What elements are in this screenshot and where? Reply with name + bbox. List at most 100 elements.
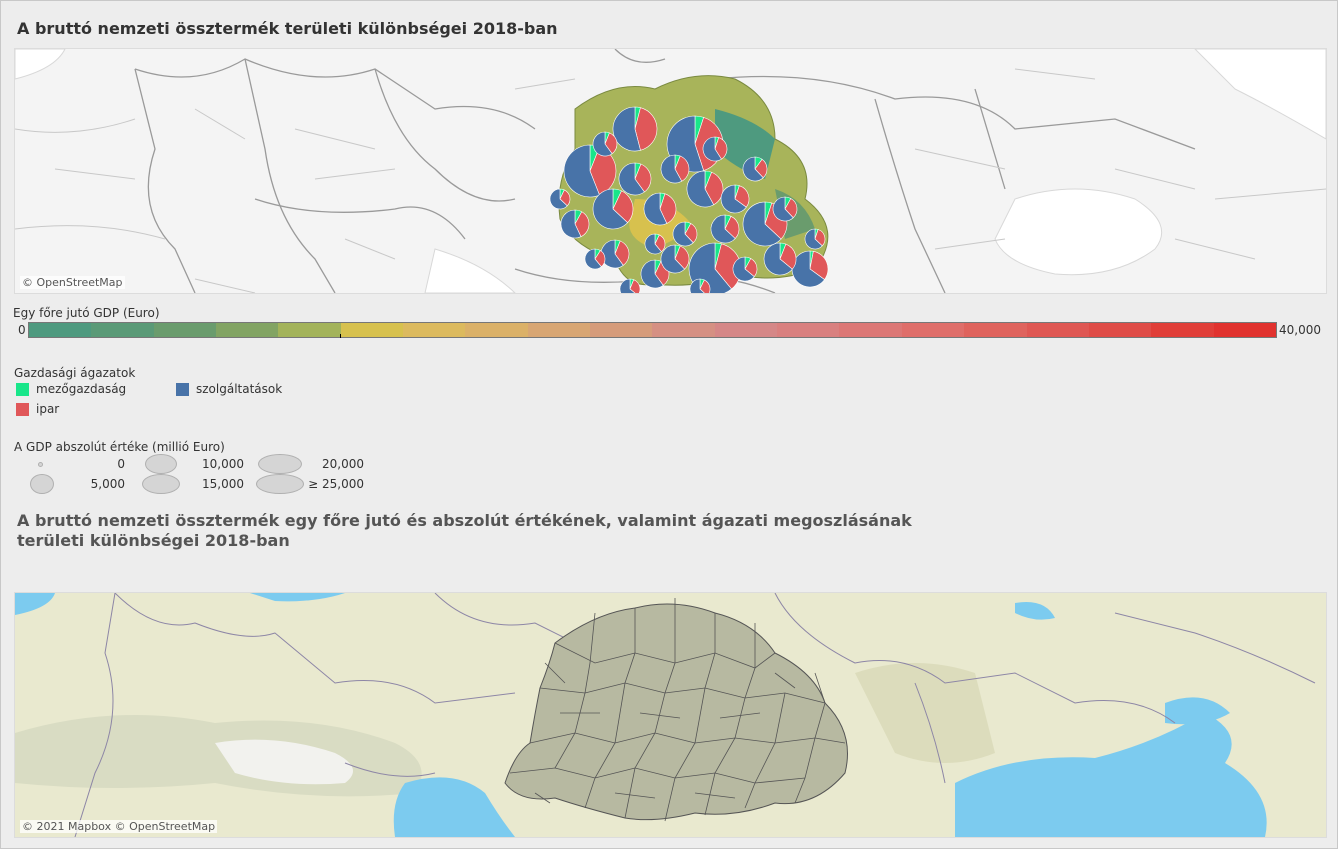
gdp-scale-step: [1213, 323, 1276, 337]
gdp-scale-step: [714, 323, 778, 337]
terrain-alps: [15, 715, 422, 797]
map1-attribution[interactable]: © OpenStreetMap: [20, 276, 125, 289]
size-label-20000: 20,000: [322, 457, 364, 471]
sector-item-agriculture[interactable]: mezőgazdaság: [16, 382, 126, 396]
size-label-0: 0: [117, 457, 125, 471]
sector-label: szolgáltatások: [196, 382, 283, 396]
terrain-alps: [215, 739, 353, 785]
size-circle-20000: [258, 454, 302, 474]
size-circle-25000: [256, 474, 304, 494]
gdp-scale-step: [1026, 323, 1089, 337]
region-pie[interactable]: [619, 278, 641, 293]
region-pie[interactable]: [592, 188, 634, 230]
gdp-legend-min: 0: [18, 323, 26, 337]
region-pie[interactable]: [672, 221, 698, 247]
gdp-legend-title: Egy főre jutó GDP (Euro): [13, 306, 160, 320]
region-pie[interactable]: [772, 196, 798, 222]
region-pie[interactable]: [732, 256, 758, 282]
gdp-scale-step: [1151, 323, 1214, 337]
sea-adriatic: [393, 777, 515, 837]
region-pie[interactable]: [644, 233, 666, 255]
region-pie[interactable]: [686, 170, 724, 208]
gdp-scale-step: [964, 323, 1027, 337]
sector-item-services[interactable]: szolgáltatások: [176, 382, 282, 396]
county-borders: [509, 598, 846, 822]
base-map-canvas: [15, 593, 1316, 837]
gdp-scale-step: [839, 323, 902, 337]
region-pie[interactable]: [763, 242, 797, 276]
region-pie[interactable]: [791, 250, 829, 288]
size-circle-10000: [145, 454, 177, 474]
sector-item-industry[interactable]: ipar: [16, 402, 59, 416]
size-legend-title: A GDP abszolút értéke (millió Euro): [14, 440, 225, 454]
sector-legend-title: Gazdasági ágazatok: [14, 366, 136, 380]
region-pie[interactable]: [612, 106, 658, 152]
region-borders: [15, 68, 1326, 293]
top-map-title: A bruttó nemzeti össztermék területi kül…: [17, 19, 558, 38]
gdp-scale-step: [91, 323, 154, 337]
sector-label: ipar: [36, 402, 60, 416]
gdp-scale-step: [278, 323, 341, 337]
region-pie[interactable]: [560, 209, 590, 239]
gdp-legend-max: 40,000: [1279, 323, 1321, 337]
gdp-color-scale[interactable]: [28, 322, 1277, 338]
region-pie[interactable]: [702, 136, 728, 162]
pie-map-canvas: [15, 49, 1326, 293]
region-pie[interactable]: [584, 248, 606, 270]
gdp-scale-step: [901, 323, 965, 337]
region-pie[interactable]: [804, 228, 826, 250]
size-label-25000: ≥ 25,000: [308, 477, 364, 491]
region-pie[interactable]: [592, 131, 618, 157]
bottom-map-title: A bruttó nemzeti össztermék egy főre jut…: [17, 511, 912, 550]
pie-chart-map[interactable]: © OpenStreetMap: [14, 48, 1327, 294]
country-borders: [134, 49, 1196, 293]
historic-regions-area: [504, 603, 848, 821]
agriculture-swatch: [16, 382, 29, 396]
sea-area: [424, 248, 516, 293]
sea-baltic: [250, 593, 345, 602]
region-pie[interactable]: [660, 154, 690, 184]
region-pie[interactable]: [689, 278, 711, 293]
sea-area: [1194, 49, 1326, 140]
lake-ladoga: [1015, 602, 1055, 620]
size-circle-5000: [30, 474, 54, 494]
size-label-10000: 10,000: [202, 457, 244, 471]
region-pie[interactable]: [549, 188, 571, 210]
gdp-scale-step: [777, 323, 840, 337]
industry-swatch: [16, 402, 29, 416]
gdp-scale-step: [216, 323, 279, 337]
services-swatch: [176, 382, 189, 396]
sea-area: [994, 188, 1163, 276]
gdp-scale-step: [590, 323, 653, 337]
sea-area: [15, 49, 66, 80]
region-pie[interactable]: [618, 162, 652, 196]
gdp-scale-marker: [340, 334, 341, 338]
sea-azov: [1165, 697, 1230, 725]
region-pie[interactable]: [660, 244, 690, 274]
region-pie[interactable]: [643, 192, 677, 226]
country-borders: [74, 593, 1316, 837]
region-pie[interactable]: [600, 239, 630, 269]
gdp-scale-step: [29, 323, 92, 337]
regions-base-map[interactable]: © 2021 Mapbox © OpenStreetMap: [14, 592, 1327, 838]
gdp-scale-step: [1088, 323, 1152, 337]
gdp-scale-step: [527, 323, 591, 337]
sea-baltic: [15, 593, 55, 615]
map2-attribution[interactable]: © 2021 Mapbox © OpenStreetMap: [20, 820, 218, 833]
gdp-pie-markers[interactable]: [549, 106, 829, 293]
size-circle-0: [38, 462, 43, 467]
sector-label: mezőgazdaság: [36, 382, 127, 396]
region-pie[interactable]: [710, 214, 740, 244]
gdp-scale-step: [153, 323, 217, 337]
size-circle-15000: [142, 474, 180, 494]
terrain-carpathians: [855, 663, 995, 763]
sea-black: [955, 713, 1267, 837]
region-pie[interactable]: [742, 156, 768, 182]
gdp-scale-step: [465, 323, 528, 337]
gdp-scale-step: [652, 323, 715, 337]
size-label-5000: 5,000: [90, 477, 125, 491]
gdp-scale-step: [340, 323, 404, 337]
size-label-15000: 15,000: [202, 477, 244, 491]
gdp-scale-step: [403, 323, 466, 337]
region-pie[interactable]: [720, 184, 750, 214]
